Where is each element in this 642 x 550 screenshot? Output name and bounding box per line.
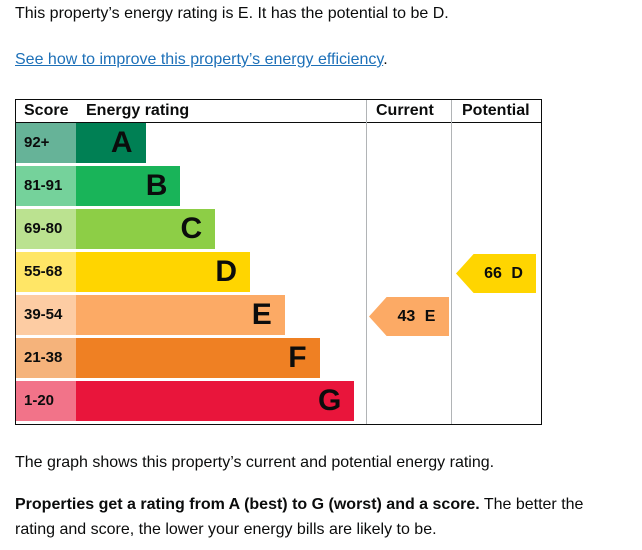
rating-bar: A — [76, 123, 146, 163]
rating-bar: E — [76, 295, 285, 335]
rating-letter: B — [145, 169, 168, 202]
band-row: 55-68 D — [16, 252, 541, 295]
score-cell: 69-80 — [16, 209, 76, 249]
band-row: 1-20 G — [16, 381, 541, 424]
rating-letter: E — [251, 298, 272, 331]
footer-rest: The better the rating and score, the low… — [15, 496, 584, 538]
bar-area: G — [76, 381, 366, 421]
score-cell: 21-38 — [16, 338, 76, 378]
bar-area: B — [76, 166, 366, 206]
band-row: 81-91 B — [16, 166, 541, 209]
chart-rows: 92+ A 81-91 B 69-80 C 55-68 D 39-54 — [16, 123, 541, 424]
marker-label: 66 D — [484, 264, 523, 282]
rating-bar: C — [76, 209, 216, 249]
rating-letter: G — [318, 384, 342, 417]
bar-area: D — [76, 252, 366, 292]
rating-letter: D — [215, 255, 237, 288]
rating-bar: B — [76, 166, 181, 206]
rating-letter: C — [180, 212, 203, 245]
chart-header: Score Energy rating Current Potential — [16, 100, 541, 123]
rating-letter: F — [288, 341, 307, 374]
score-cell: 1-20 — [16, 381, 76, 421]
rating-bar: G — [76, 381, 355, 421]
rating-bar: F — [76, 338, 320, 378]
column-header-score: Score — [24, 102, 69, 119]
column-divider-current — [366, 100, 367, 424]
band-row: 92+ A — [16, 123, 541, 166]
chart-caption: The graph shows this property’s current … — [15, 454, 495, 471]
bar-area: F — [76, 338, 366, 378]
bar-area: C — [76, 209, 366, 249]
band-row: 21-38 F — [16, 338, 541, 381]
column-header-potential: Potential — [462, 102, 530, 119]
score-cell: 55-68 — [16, 252, 76, 292]
column-header-rating: Energy rating — [86, 102, 190, 119]
potential-rating-marker: 66 D — [456, 254, 536, 293]
bar-area: A — [76, 123, 366, 163]
rating-letter: A — [110, 126, 133, 159]
current-rating-marker: 43 E — [369, 297, 449, 336]
energy-rating-chart: Score Energy rating Current Potential 92… — [15, 99, 542, 425]
footer-text: Properties get a rating from A (best) to… — [15, 492, 625, 542]
rating-bar: D — [76, 252, 250, 292]
marker-label: 43 E — [397, 307, 436, 325]
score-cell: 39-54 — [16, 295, 76, 335]
band-row: 39-54 E — [16, 295, 541, 338]
bar-area: E — [76, 295, 366, 335]
improve-link-row: See how to improve this property’s energ… — [15, 50, 627, 70]
improve-energy-link[interactable]: See how to improve this property’s energ… — [15, 51, 384, 68]
intro-text: This property’s energy rating is E. It h… — [15, 5, 449, 22]
footer-bold: Properties get a rating from A (best) to… — [15, 496, 480, 513]
score-cell: 81-91 — [16, 166, 76, 206]
column-divider-potential — [451, 100, 452, 424]
score-cell: 92+ — [16, 123, 76, 163]
band-row: 69-80 C — [16, 209, 541, 252]
improve-link-suffix: . — [383, 51, 388, 68]
column-header-current: Current — [376, 102, 434, 119]
